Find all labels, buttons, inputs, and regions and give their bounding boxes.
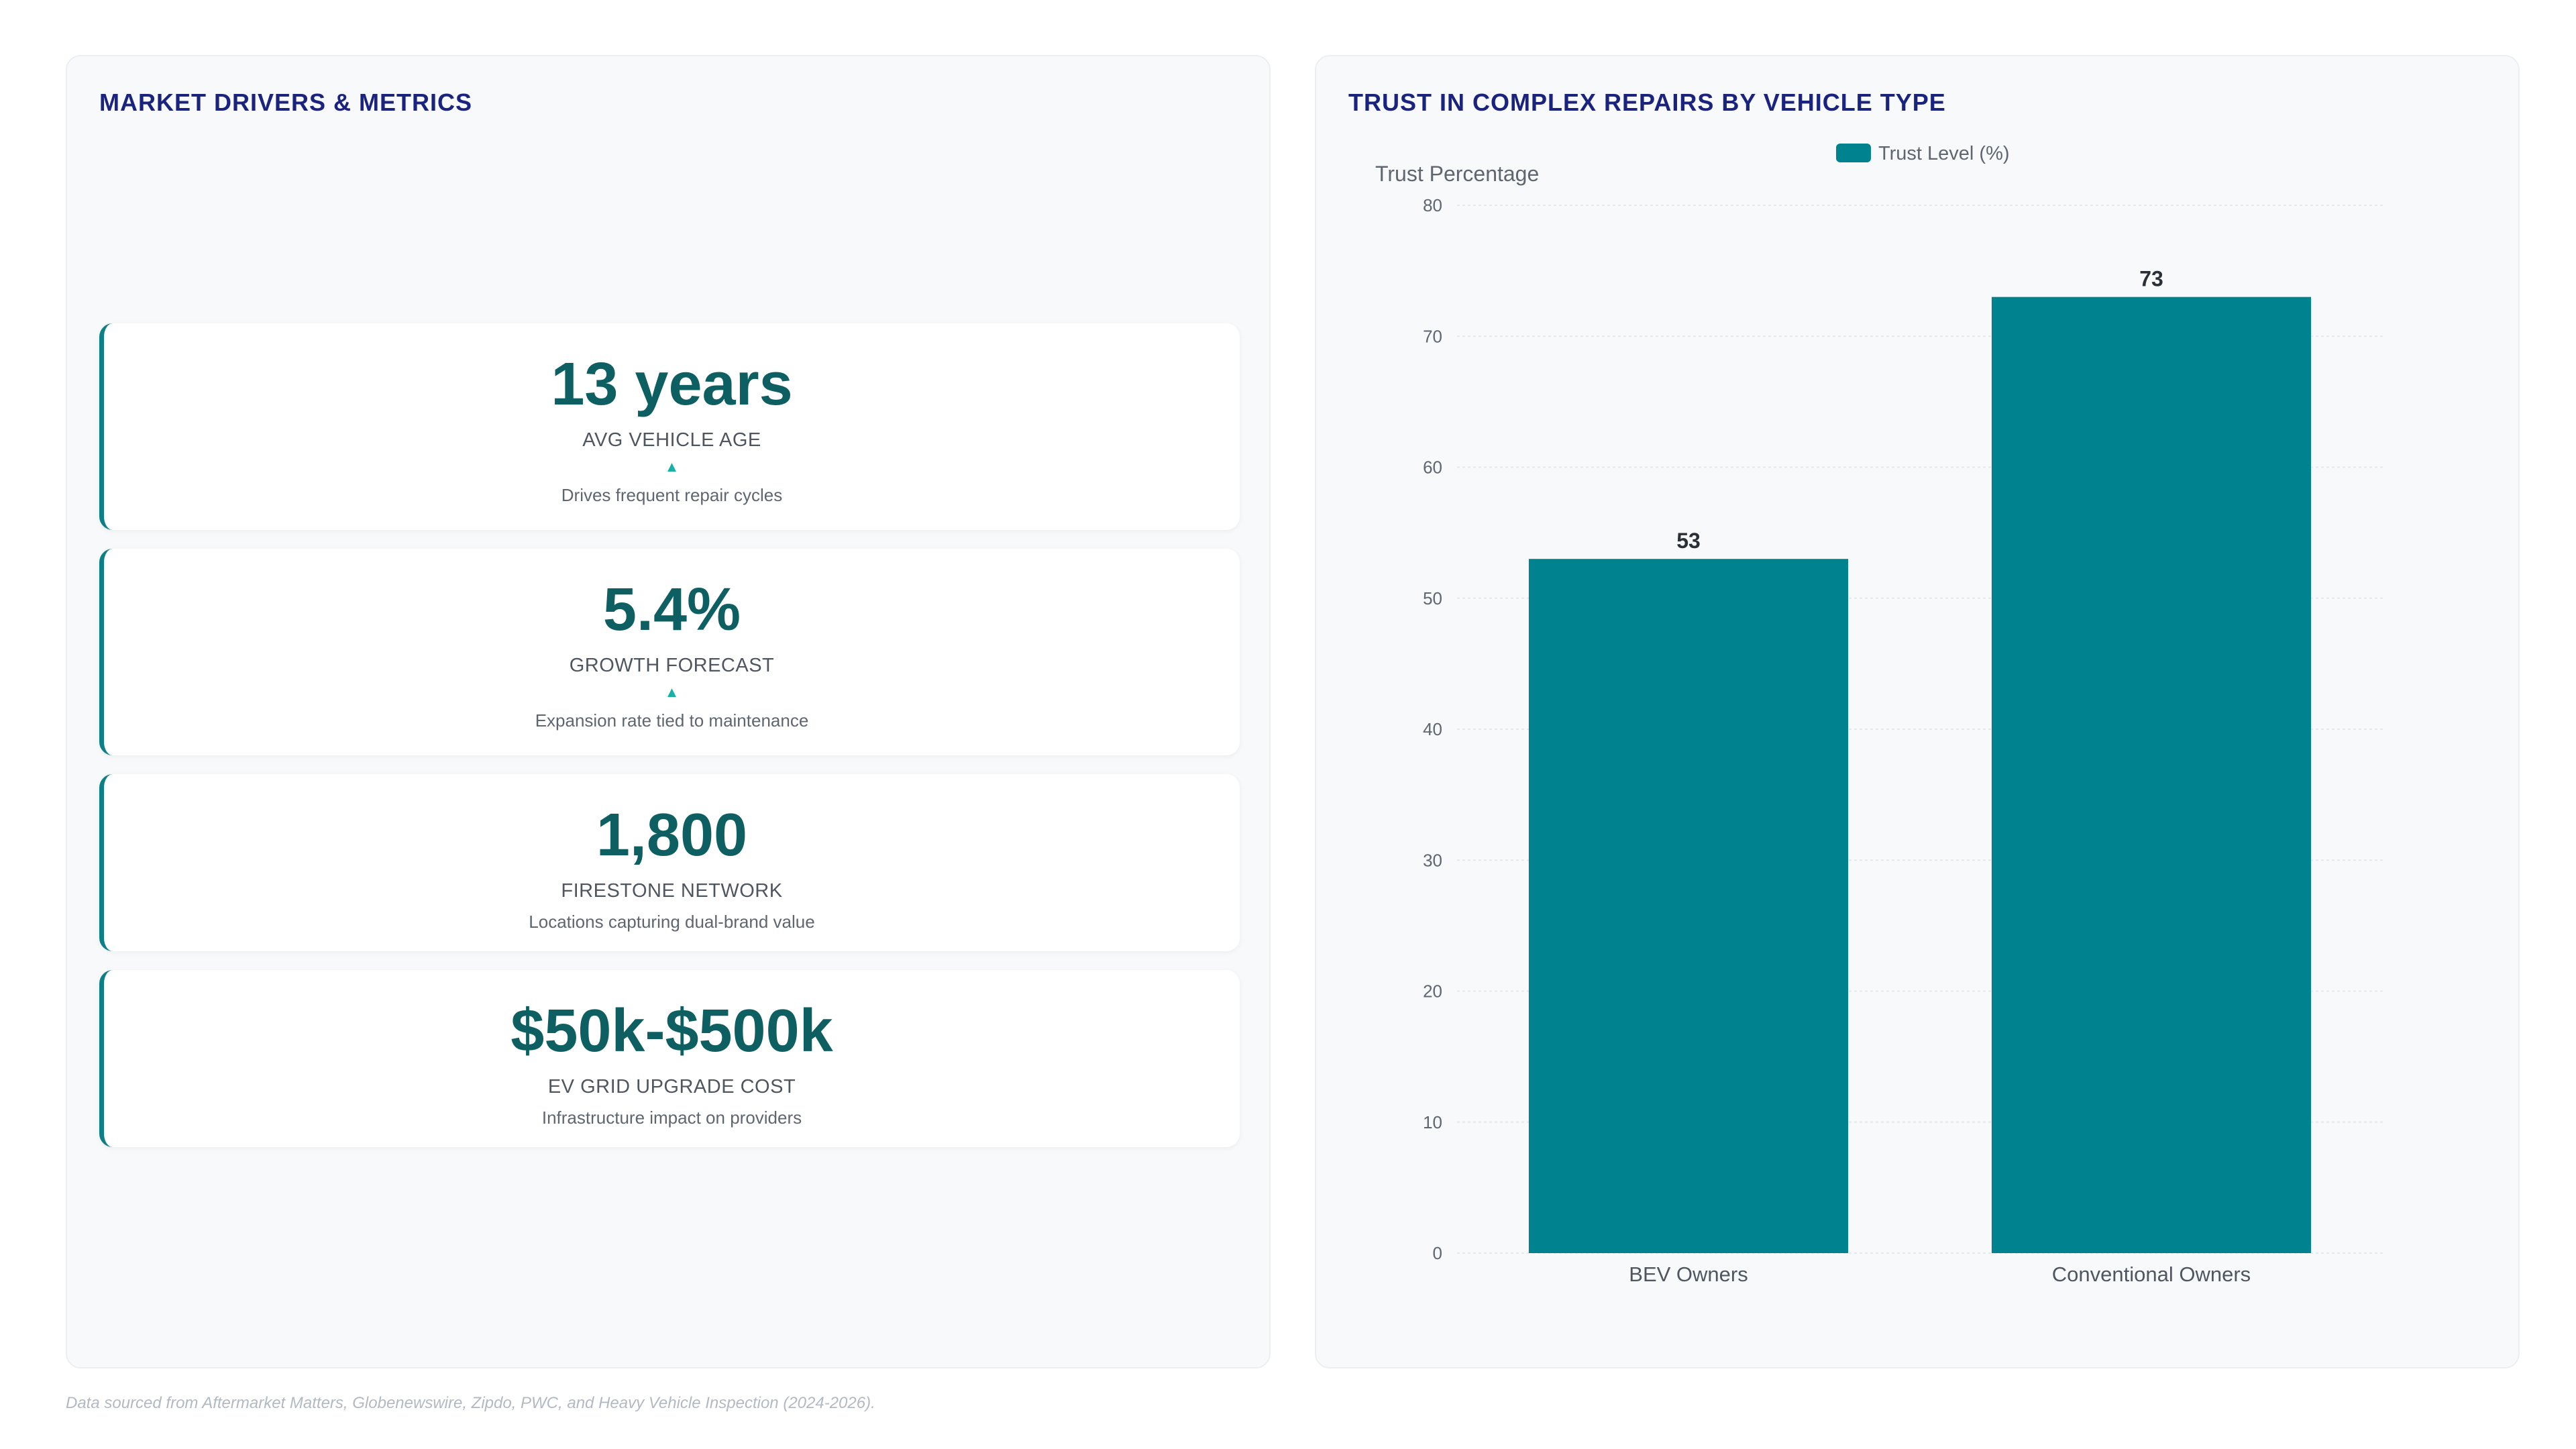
metric-label: AVG VEHICLE AGE <box>582 429 761 451</box>
metric-description: Locations capturing dual-brand value <box>529 912 815 932</box>
y-tick-label-7: 70 <box>1423 326 1442 346</box>
legend-swatch <box>1836 144 1871 162</box>
metric-card-ev-grid-cost: $50k-$500k EV GRID UPGRADE COST Infrastr… <box>99 970 1240 1147</box>
y-tick-label-6: 60 <box>1423 458 1442 478</box>
y-tick-label-2: 20 <box>1423 981 1442 1002</box>
metric-card-vehicle-age: 13 years AVG VEHICLE AGE ▲ Drives freque… <box>99 323 1240 530</box>
metric-value: 13 years <box>551 351 793 418</box>
metric-value: $50k-$500k <box>511 998 833 1065</box>
y-tick-label-0: 0 <box>1433 1243 1442 1263</box>
y-axis-label: Trust Percentage <box>1375 162 1539 186</box>
metric-description: Drives frequent repair cycles <box>561 485 783 505</box>
chart-legend[interactable]: Trust Level (%) <box>1836 143 2010 164</box>
y-tick-label-5: 50 <box>1423 588 1442 608</box>
metric-description: Infrastructure impact on providers <box>541 1108 802 1128</box>
trend-up-icon: ▲ <box>664 458 680 475</box>
panel-title: MARKET DRIVERS & METRICS <box>99 89 473 116</box>
legend-label: Trust Level (%) <box>1878 143 2010 164</box>
metric-label: EV GRID UPGRADE COST <box>547 1076 796 1097</box>
bar-chart: Trust Level (%) Trust Percentage 0 10 20 30… <box>1375 143 2383 1286</box>
y-tick-label-4: 40 <box>1423 719 1442 739</box>
x-tick-label-1: Conventional Owners <box>2052 1263 2251 1286</box>
metrics-list: 13 years AVG VEHICLE AGE ▲ Drives freque… <box>99 323 1240 1166</box>
data-label-0: 53 <box>1676 529 1701 553</box>
trust-chart-panel: TRUST IN COMPLEX REPAIRS BY VEHICLE TYPE… <box>1315 55 2520 1368</box>
x-axis-labels: BEV Owners Conventional Owners <box>1629 1263 2251 1286</box>
metric-description: Expansion rate tied to maintenance <box>535 710 809 731</box>
x-tick-label-0: BEV Owners <box>1629 1263 1748 1286</box>
metric-value: 5.4% <box>602 576 741 643</box>
metric-value: 1,800 <box>596 802 748 869</box>
chart-title: TRUST IN COMPLEX REPAIRS BY VEHICLE TYPE <box>1348 89 1946 116</box>
metric-card-growth-forecast: 5.4% GROWTH FORECAST ▲ Expansion rate ti… <box>99 549 1240 755</box>
metric-label: FIRESTONE NETWORK <box>561 880 783 902</box>
y-tick-label-8: 80 <box>1423 195 1442 215</box>
metric-card-firestone-network: 1,800 FIRESTONE NETWORK Locations captur… <box>99 774 1240 951</box>
bar-0[interactable] <box>1528 559 1849 1253</box>
bar-1[interactable] <box>1991 297 2312 1253</box>
grid-lines <box>1457 205 2383 1254</box>
data-source-note: Data sourced from Aftermarket Matters, G… <box>66 1394 875 1412</box>
data-label-1: 73 <box>2139 267 2163 291</box>
bars: 53 73 <box>1528 267 2312 1253</box>
y-tick-label-1: 10 <box>1423 1112 1442 1132</box>
y-axis-ticks: 0 10 20 30 40 50 60 70 80 <box>1423 195 1442 1263</box>
trend-up-icon: ▲ <box>664 684 680 700</box>
market-drivers-panel: MARKET DRIVERS & METRICS 13 years AVG VE… <box>66 55 1271 1368</box>
metric-label: GROWTH FORECAST <box>569 655 775 676</box>
y-tick-label-3: 30 <box>1423 850 1442 870</box>
